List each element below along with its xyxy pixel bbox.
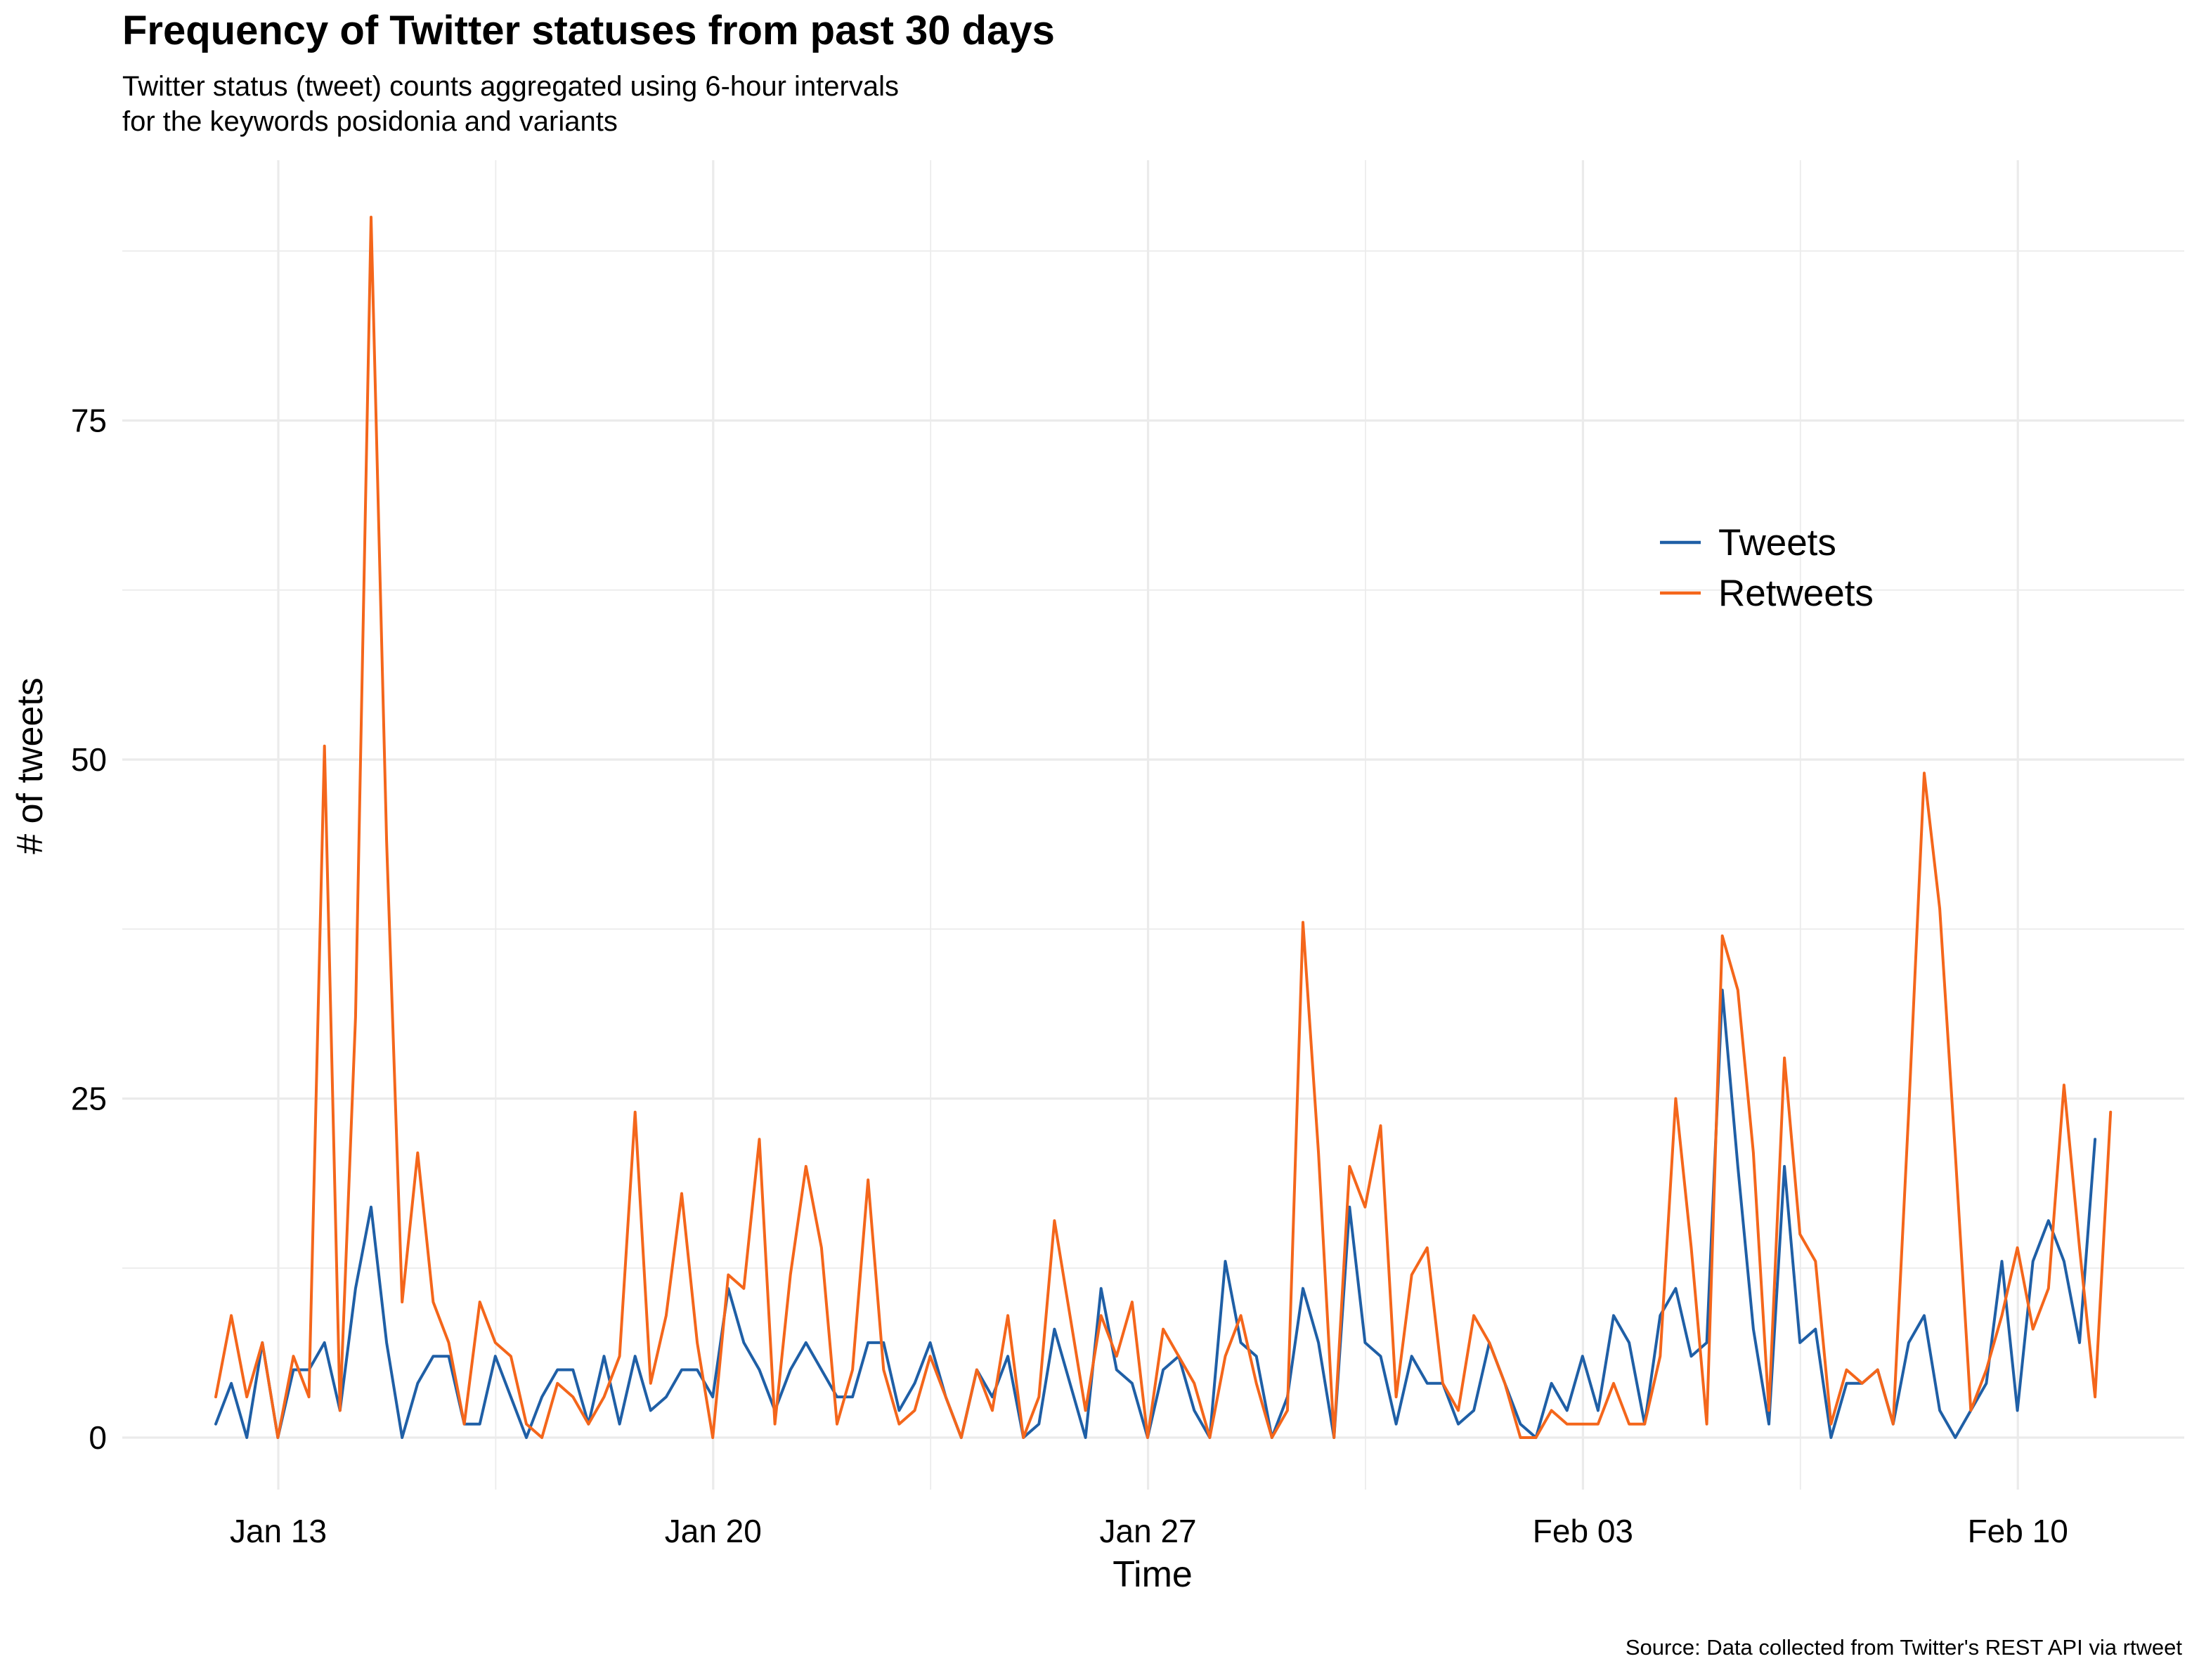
series-lines <box>214 216 2113 1439</box>
series-line-tweets <box>214 989 2097 1439</box>
x-tick-label: Feb 10 <box>1968 1513 2068 1549</box>
gridlines <box>122 160 2184 1490</box>
y-tick-label: 50 <box>71 741 107 778</box>
chart-subtitle-line-1: Twitter status (tweet) counts aggregated… <box>122 71 899 102</box>
y-axis-ticks: 0 25 50 75 <box>71 403 107 1457</box>
legend-label-tweets: Tweets <box>1718 522 1836 564</box>
chart-caption: Source: Data collected from Twitter's RE… <box>1625 1635 2182 1660</box>
x-tick-label: Jan 13 <box>230 1513 327 1549</box>
x-tick-label: Feb 03 <box>1533 1513 1633 1549</box>
x-tick-label: Jan 27 <box>1100 1513 1197 1549</box>
chart-subtitle-line-2: for the keywords posidonia and variants <box>122 106 618 137</box>
series-line-retweets <box>214 216 2113 1439</box>
y-tick-label: 25 <box>71 1081 107 1117</box>
x-axis-label: Time <box>1113 1554 1193 1595</box>
y-tick-label: 75 <box>71 403 107 439</box>
chart-subtitle: Twitter status (tweet) counts aggregated… <box>122 69 899 139</box>
chart-title: Frequency of Twitter statuses from past … <box>122 8 1055 53</box>
y-axis-label: # of tweets <box>10 677 51 854</box>
x-tick-label: Jan 20 <box>665 1513 762 1549</box>
y-tick-label: 0 <box>89 1419 107 1456</box>
legend-label-retweets: Retweets <box>1718 573 1874 614</box>
legend: Tweets Retweets <box>1660 522 1874 614</box>
x-axis-ticks: Jan 13 Jan 20 Jan 27 Feb 03 Feb 10 <box>230 1513 2068 1549</box>
